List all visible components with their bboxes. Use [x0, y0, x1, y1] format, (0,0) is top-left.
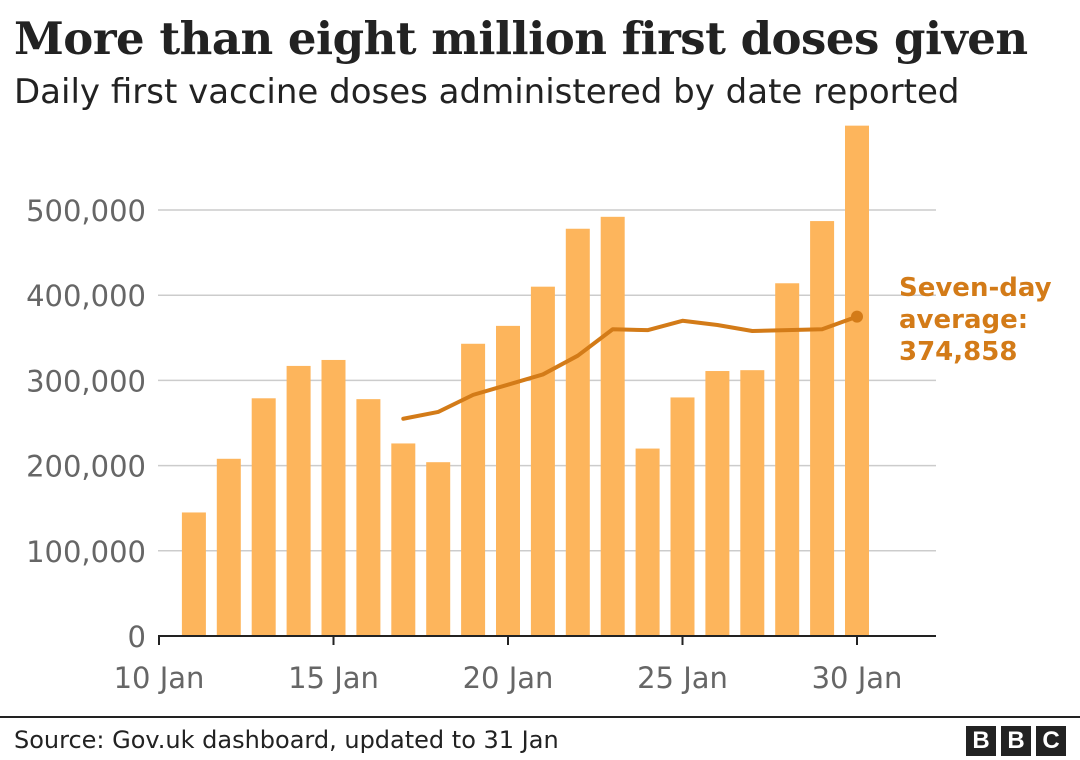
- y-tick-label: 0: [128, 620, 146, 654]
- source-note: Source: Gov.uk dashboard, updated to 31 …: [14, 726, 559, 754]
- x-tick-label: 30 Jan: [812, 661, 903, 695]
- x-tick-label: 15 Jan: [288, 661, 379, 695]
- logo-letter: C: [1036, 726, 1066, 756]
- bar: [670, 397, 695, 636]
- bar: [705, 371, 730, 636]
- seven-day-average-line: [401, 314, 859, 421]
- bar: [496, 325, 520, 636]
- seven-day-average-series: [401, 310, 863, 421]
- x-tick-label: 20 Jan: [463, 661, 554, 695]
- bar: [775, 283, 800, 636]
- bar: [181, 512, 206, 636]
- chart-title: More than eight million first doses give…: [14, 12, 1028, 65]
- bar: [530, 286, 555, 636]
- annotation-line: Seven-day: [899, 273, 1052, 303]
- y-tick-label: 200,000: [26, 450, 146, 484]
- footer-divider: [0, 716, 1080, 718]
- x-tick-label: 10 Jan: [114, 661, 205, 695]
- y-axis-ticks: 0 100,000 200,000 300,000 400,000 500,000: [26, 194, 146, 654]
- y-tick-label: 100,000: [26, 535, 146, 569]
- y-tick-label: 300,000: [26, 364, 146, 398]
- bar-series: [181, 125, 869, 637]
- bbc-logo: B B C: [966, 726, 1066, 756]
- bar: [426, 462, 451, 636]
- vaccine-doses-chart: 0 100,000 200,000 300,000 400,000 500,000 10 …: [26, 125, 1052, 695]
- bar: [565, 228, 590, 636]
- bar: [810, 221, 835, 637]
- bar: [286, 365, 311, 636]
- bar: [391, 443, 416, 636]
- logo-letter: B: [1001, 726, 1031, 756]
- annotation-line: 374,858: [899, 337, 1017, 367]
- x-axis-ticks: 10 Jan 15 Jan 20 Jan 25 Jan 30 Jan: [114, 636, 903, 695]
- annotation-line: average:: [899, 305, 1028, 335]
- latest-average-point: [851, 310, 863, 323]
- x-tick-label: 25 Jan: [637, 661, 728, 695]
- bar: [600, 216, 625, 637]
- bar: [321, 359, 346, 636]
- bar: [356, 399, 381, 636]
- chart-subtitle: Daily first vaccine doses administered b…: [14, 72, 960, 112]
- y-tick-label: 400,000: [26, 279, 146, 313]
- logo-letter: B: [966, 726, 996, 756]
- y-tick-label: 500,000: [26, 194, 146, 228]
- bar: [461, 343, 486, 636]
- bar: [740, 370, 765, 636]
- bar: [845, 125, 869, 636]
- bar: [251, 398, 276, 636]
- bar: [635, 448, 660, 636]
- bar: [216, 458, 241, 636]
